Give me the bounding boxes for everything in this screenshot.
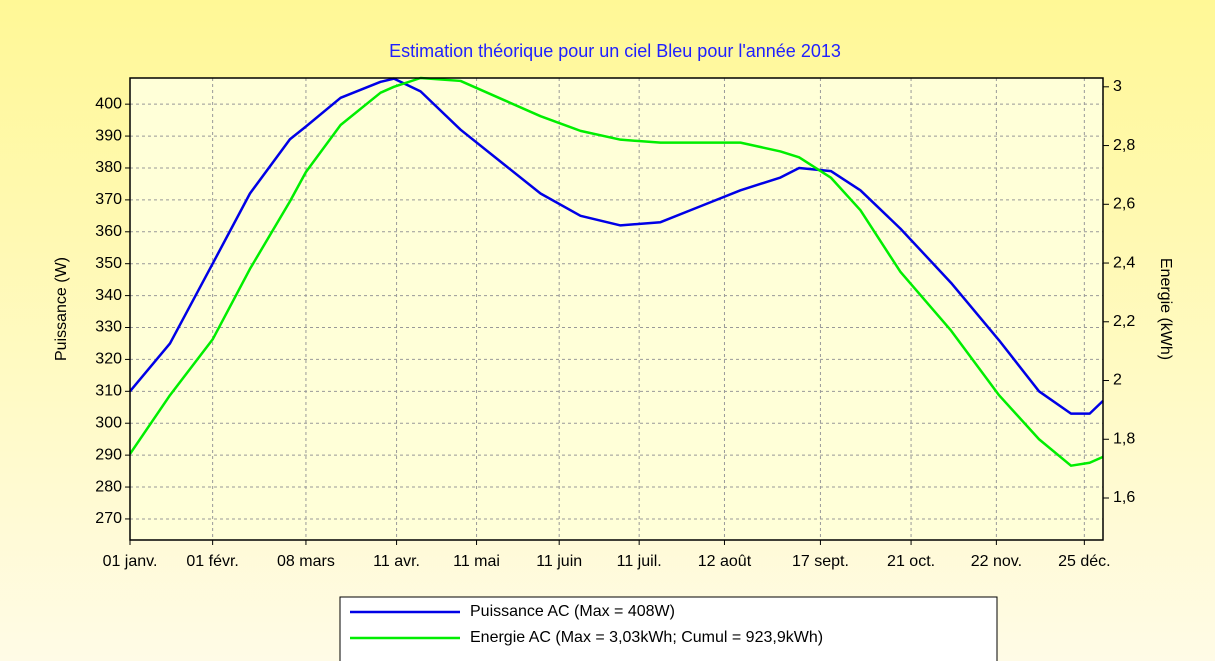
y2-axis-label: Energie (kWh) (1157, 258, 1174, 360)
x-tick-label: 01 janv. (103, 553, 158, 570)
x-tick-label: 11 mai (453, 553, 500, 570)
x-tick-label: 08 mars (277, 553, 335, 570)
y-tick-label: 310 (95, 383, 122, 400)
x-tick-label: 11 juin (536, 553, 582, 570)
y-tick-label: 400 (95, 95, 122, 112)
plot-area (130, 78, 1103, 540)
y-tick-label: 390 (95, 127, 122, 144)
x-tick-label: 22 nov. (971, 553, 1022, 570)
y2-tick-label: 2,4 (1113, 254, 1135, 271)
y-tick-label: 340 (95, 287, 122, 304)
y2-tick-label: 2,8 (1113, 137, 1135, 154)
y-tick-label: 380 (95, 159, 122, 176)
x-tick-label: 12 août (698, 553, 752, 570)
y2-tick-label: 2 (1113, 372, 1122, 389)
x-tick-label: 11 avr. (373, 553, 420, 570)
y2-tick-label: 3 (1113, 78, 1122, 95)
y2-tick-label: 1,8 (1113, 430, 1135, 447)
plot-frame (129, 77, 1104, 541)
legend-box (339, 596, 998, 661)
x-tick-label: 21 oct. (887, 553, 935, 570)
legend-label: Energie AC (Max = 3,03kWh; Cumul = 923,9… (470, 629, 823, 646)
x-tick-label: 11 juil. (617, 553, 662, 570)
y-tick-label: 290 (95, 446, 122, 463)
y-tick-label: 320 (95, 351, 122, 368)
y2-tick-label: 2,6 (1113, 196, 1135, 213)
y-tick-label: 280 (95, 478, 122, 495)
y-tick-label: 330 (95, 319, 122, 336)
y-tick-label: 350 (95, 255, 122, 272)
y-axis-label: Puissance (W) (53, 257, 70, 361)
x-tick-label: 17 sept. (792, 553, 849, 570)
y2-tick-label: 1,6 (1113, 489, 1135, 506)
y-tick-label: 270 (95, 510, 122, 527)
line-series (129, 77, 1104, 415)
x-tick-label: 01 févr. (186, 553, 238, 570)
y2-tick-label: 2,2 (1113, 313, 1135, 330)
y-tick-label: 300 (95, 414, 122, 431)
y-tick-label: 360 (95, 223, 122, 240)
line-series (128, 76, 1104, 467)
y-tick-label: 370 (95, 191, 122, 208)
x-tick-label: 25 déc. (1058, 553, 1110, 570)
chart-title: Estimation théorique pour un ciel Bleu p… (389, 41, 841, 61)
legend-label: Puissance AC (Max = 408W) (470, 603, 675, 620)
